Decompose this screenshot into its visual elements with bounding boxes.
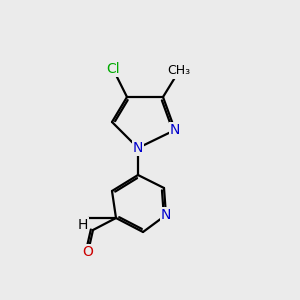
- Text: H: H: [78, 218, 88, 232]
- Text: O: O: [82, 245, 93, 259]
- Text: Cl: Cl: [106, 62, 120, 76]
- Text: N: N: [170, 123, 180, 137]
- Text: N: N: [161, 208, 171, 222]
- Text: N: N: [133, 141, 143, 155]
- Text: CH₃: CH₃: [167, 64, 190, 77]
